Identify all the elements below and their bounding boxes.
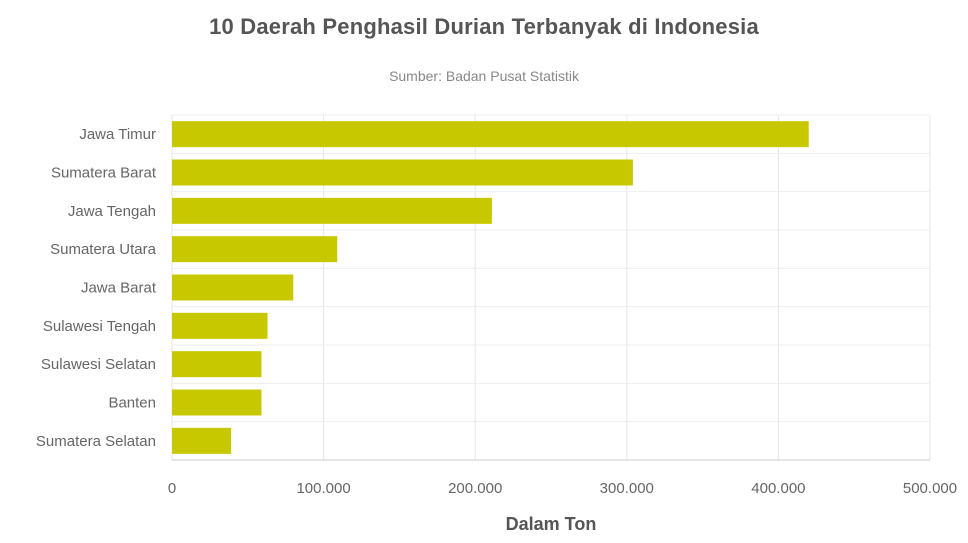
bar-sulawesi-tengah[interactable] — [172, 312, 268, 339]
category-label: Jawa Tengah — [68, 203, 156, 220]
x-tick-label: 300.000 — [600, 480, 654, 497]
category-label: Banten — [108, 395, 156, 412]
bars — [172, 121, 809, 454]
category-labels: Jawa Timur Sumatera Barat Jawa Tengah Sumat… — [36, 126, 157, 450]
category-label: Sumatera Utara — [50, 241, 157, 258]
bar-sulawesi-selatan[interactable] — [172, 351, 262, 378]
bar-banten[interactable] — [172, 389, 262, 416]
category-label: Jawa Timur — [79, 126, 156, 143]
x-tick-label: 0 — [168, 480, 176, 497]
x-tick-labels: 0 100.000 200.000 300.000 400.000 500.000 — [168, 480, 957, 497]
x-tick-label: 500.000 — [903, 480, 957, 497]
bar-jawa-tengah[interactable] — [172, 197, 492, 224]
category-label: Jawa Barat — [81, 280, 157, 297]
x-axis-title: Dalam Ton — [506, 514, 597, 534]
x-tick-label: 200.000 — [448, 480, 502, 497]
x-tick-label: 400.000 — [751, 480, 805, 497]
bar-jawa-barat[interactable] — [172, 274, 294, 301]
bar-sumatera-barat[interactable] — [172, 159, 633, 186]
bar-sumatera-selatan[interactable] — [172, 427, 232, 454]
category-label: Sumatera Selatan — [36, 433, 156, 450]
category-label: Sulawesi Selatan — [41, 356, 156, 373]
bar-jawa-timur[interactable] — [172, 121, 809, 148]
category-label: Sumatera Barat — [51, 165, 157, 182]
bar-sumatera-utara[interactable] — [172, 236, 338, 263]
chart-subtitle: Sumber: Badan Pusat Statistik — [389, 68, 579, 84]
chart-title: 10 Daerah Penghasil Durian Terbanyak di … — [209, 14, 759, 39]
category-label: Sulawesi Tengah — [43, 318, 156, 335]
x-tick-label: 100.000 — [296, 480, 350, 497]
